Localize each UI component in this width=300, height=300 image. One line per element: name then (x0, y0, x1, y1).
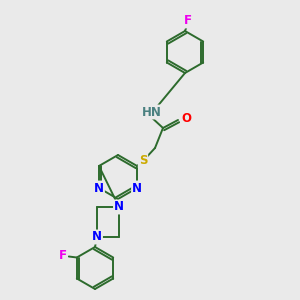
Text: N: N (92, 230, 102, 244)
Text: N: N (132, 182, 142, 194)
Text: S: S (139, 154, 147, 167)
Text: N: N (114, 200, 124, 214)
Text: F: F (184, 14, 192, 28)
Text: HN: HN (142, 106, 162, 118)
Text: O: O (181, 112, 191, 125)
Text: F: F (59, 249, 67, 262)
Text: N: N (94, 182, 104, 194)
